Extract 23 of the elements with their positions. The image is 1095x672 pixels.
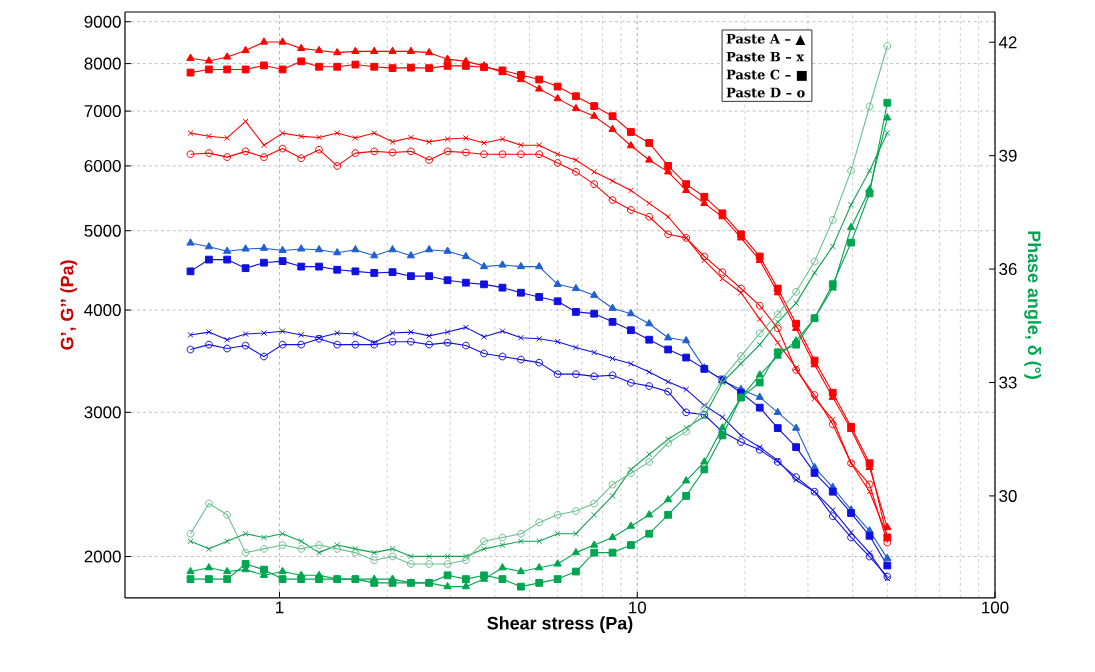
y2-tick-label: 36 (999, 263, 1017, 276)
y-tick-label: 9000 (84, 15, 121, 28)
annotation: Paste A – ▲ (726, 33, 806, 45)
y-tick-label: 7000 (84, 105, 121, 118)
y-tick-label: 6000 (84, 159, 121, 172)
y2-tick-label: 30 (999, 489, 1017, 502)
y-tick-label: 2000 (84, 550, 121, 563)
x-tick-label: 100 (982, 601, 1009, 614)
annotation: Paste D – o (726, 87, 805, 98)
y-tick-label: 3000 (84, 406, 121, 419)
x-axis-title: Shear stress (Pa) (487, 616, 633, 634)
y2-axis-title: Phase angle, δ (°) (1024, 231, 1042, 379)
y2-tick-label: 39 (999, 149, 1017, 162)
annotation: Paste B – x (726, 51, 805, 62)
annotation: Paste C – ■ (726, 69, 807, 81)
y2-tick-label: 33 (999, 376, 1017, 389)
x-tick-label: 10 (629, 601, 647, 614)
y-tick-label: 4000 (84, 304, 121, 317)
y2-tick-label: 42 (998, 36, 1017, 49)
y-tick-label: 5000 (84, 224, 121, 237)
y-axis-title: G’, G’’ (Pa) (60, 260, 77, 350)
y-tick-label: 8000 (84, 57, 121, 70)
x-tick-label: 1 (276, 601, 284, 614)
